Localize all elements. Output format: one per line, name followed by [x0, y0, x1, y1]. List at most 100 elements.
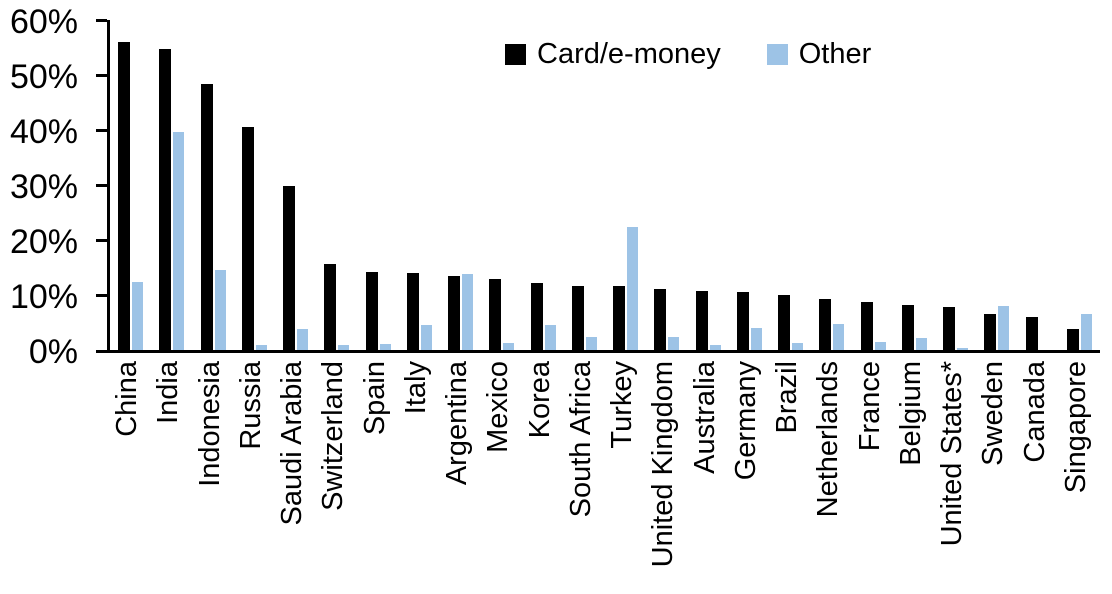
y-axis-label-40: 40%: [9, 112, 78, 151]
x-axis-label-indonesia: Indonesia: [193, 361, 226, 487]
x-axis-label-belgium: Belgium: [894, 361, 927, 466]
x-axis-label-united-states: United States*: [936, 361, 969, 547]
x-label-slot-sweden: Sweden: [973, 361, 1014, 591]
x-label-slot-russia: Russia: [231, 361, 272, 591]
category-united-kingdom: [646, 20, 687, 350]
x-label-slot-netherlands: Netherlands: [808, 361, 849, 591]
bar-singapore-other: [1080, 313, 1092, 350]
x-label-slot-brazil: Brazil: [767, 361, 808, 591]
bar-india-card-e-money: [159, 48, 172, 350]
bar-mexico-other: [503, 342, 515, 350]
category-india: [151, 20, 192, 350]
bar-brazil-other: [792, 343, 804, 350]
x-axis-labels: China India Indonesia Russia Saudi Arabia Swi…: [107, 361, 1097, 591]
category-australia: [688, 20, 729, 350]
category-korea: [523, 20, 564, 350]
x-label-slot-india: India: [148, 361, 189, 591]
x-axis-label-singapore: Singapore: [1059, 361, 1092, 494]
bar-germany-other: [750, 328, 762, 350]
category-argentina: [440, 20, 481, 350]
category-canada: [1018, 20, 1059, 350]
bar-mexico-card-e-money: [489, 278, 502, 350]
x-label-slot-australia: Australia: [685, 361, 726, 591]
plot-area: [96, 19, 1100, 353]
x-axis-label-korea: Korea: [523, 361, 556, 439]
x-label-slot-germany: Germany: [726, 361, 767, 591]
x-axis-label-saudi-arabia: Saudi Arabia: [276, 361, 309, 526]
category-netherlands: [811, 20, 852, 350]
y-axis-label-0: 0%: [28, 332, 78, 371]
x-label-slot-belgium: Belgium: [891, 361, 932, 591]
bar-turkey-card-e-money: [613, 286, 626, 350]
category-turkey: [605, 20, 646, 350]
x-axis-label-brazil: Brazil: [771, 361, 804, 434]
x-axis-label-canada: Canada: [1018, 361, 1051, 463]
x-axis-label-russia: Russia: [234, 361, 267, 450]
category-mexico: [481, 20, 522, 350]
bar-china-card-e-money: [118, 42, 131, 350]
bar-singapore-card-e-money: [1066, 328, 1079, 350]
bar-spain-card-e-money: [365, 271, 378, 350]
x-axis-label-china: China: [111, 361, 144, 437]
bar-turkey-other: [627, 226, 639, 350]
x-label-slot-china: China: [107, 361, 148, 591]
bar-spain-other: [379, 343, 391, 350]
bar-united-kingdom-card-e-money: [654, 288, 667, 350]
bar-belgium-card-e-money: [901, 304, 914, 350]
bar-france-card-e-money: [860, 302, 873, 350]
bar-saudi-arabia-card-e-money: [283, 186, 296, 350]
y-axis-label-10: 10%: [9, 277, 78, 316]
x-axis-label-italy: Italy: [399, 361, 432, 415]
legend-label-other: Other: [798, 38, 872, 70]
bar-korea-other: [544, 324, 556, 350]
x-axis-label-united-kingdom: United Kingdom: [647, 361, 680, 568]
bar-germany-card-e-money: [736, 292, 749, 350]
category-switzerland: [316, 20, 357, 350]
y-tick-50: [96, 74, 107, 77]
x-axis-label-argentina: Argentina: [441, 361, 474, 486]
bar-italy-card-e-money: [406, 273, 419, 350]
category-france: [853, 20, 894, 350]
x-axis-label-netherlands: Netherlands: [812, 361, 845, 518]
x-label-slot-switzerland: Switzerland: [313, 361, 354, 591]
category-russia: [234, 20, 275, 350]
x-label-slot-spain: Spain: [355, 361, 396, 591]
bar-france-other: [874, 341, 886, 350]
bar-netherlands-other: [833, 323, 845, 350]
bar-canada-card-e-money: [1025, 317, 1038, 350]
legend-item-other: Other: [766, 38, 872, 70]
category-belgium: [894, 20, 935, 350]
legend-label-card-e-money: Card/e-money: [537, 38, 721, 70]
y-axis-label-60: 60%: [9, 2, 78, 41]
y-tick-20: [96, 239, 107, 242]
legend-swatch-other: [766, 44, 788, 65]
x-label-slot-saudi-arabia: Saudi Arabia: [272, 361, 313, 591]
bar-italy-other: [420, 324, 432, 350]
category-italy: [399, 20, 440, 350]
bar-indonesia-card-e-money: [200, 84, 213, 350]
bar-belgium-other: [915, 338, 927, 350]
category-indonesia: [193, 20, 234, 350]
bar-argentina-card-e-money: [448, 276, 461, 350]
category-united-states: [935, 20, 976, 350]
x-label-slot-indonesia: Indonesia: [190, 361, 231, 591]
bar-sweden-card-e-money: [984, 314, 997, 350]
x-label-slot-united-states: United States*: [932, 361, 973, 591]
x-axis-label-mexico: Mexico: [482, 361, 515, 453]
bar-united-states-other: [957, 348, 969, 350]
category-sweden: [976, 20, 1017, 350]
x-label-slot-korea: Korea: [520, 361, 561, 591]
bar-saudi-arabia-other: [297, 328, 309, 350]
bar-australia-other: [709, 344, 721, 350]
bar-australia-card-e-money: [695, 291, 708, 350]
x-axis-label-south-africa: South Africa: [564, 361, 597, 518]
y-tick-30: [96, 184, 107, 187]
x-label-slot-singapore: Singapore: [1056, 361, 1097, 591]
bar-united-states-card-e-money: [943, 306, 956, 350]
bar-russia-other: [255, 344, 267, 350]
y-tick-60: [96, 19, 107, 22]
x-label-slot-mexico: Mexico: [478, 361, 519, 591]
y-axis-label-50: 50%: [9, 57, 78, 96]
x-axis-label-germany: Germany: [729, 361, 762, 481]
